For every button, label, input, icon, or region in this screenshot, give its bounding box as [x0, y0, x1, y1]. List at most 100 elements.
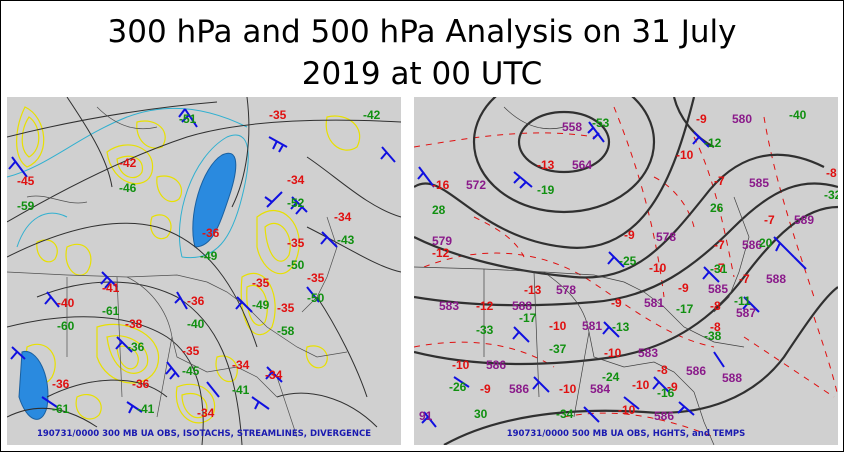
map-caption-500: 190731/0000 500 MB UA OBS, HGHTS, and TE… [506, 429, 746, 439]
map500-station-value: -16 [657, 386, 675, 400]
map500-station-value: -17 [676, 302, 694, 316]
map500-station-value: -37 [549, 342, 567, 356]
map500-station-value: 588 [766, 272, 786, 286]
map300-station-value: -41 [137, 402, 155, 416]
map500-station-value: -8 [826, 166, 837, 180]
map300-station-value: -34 [197, 406, 215, 420]
map500-station-value: -38 [704, 329, 722, 343]
map300-station-value: -49 [252, 298, 270, 312]
map300-station-value: -59 [17, 199, 35, 213]
map500-station-value: 578 [656, 230, 676, 244]
map-500-hpa: 558 -53 -9 580 -40 -12 -10 -13 564 -19 -16 572 -7 585… [414, 97, 838, 445]
map300-station-value: -61 [52, 402, 70, 416]
map300-station-value: -45 [182, 364, 200, 378]
map500-station-value: -13 [612, 320, 630, 334]
map500-station-value: 572 [466, 178, 486, 192]
map500-station-value: -53 [592, 116, 610, 130]
map300-station-value: -51 [179, 112, 197, 126]
title-line-2: 2019 at 00 UTC [301, 56, 543, 92]
map500-station-value: 20 [759, 236, 773, 250]
map500-station-value: 578 [556, 283, 576, 297]
station-labels-500: 558 -53 -9 580 -40 -12 -10 -13 564 -19 -16 572 -7 585… [419, 108, 838, 423]
map500-station-value: -11 [734, 294, 751, 308]
map300-station-value: -36 [187, 294, 205, 308]
map300-station-value: -45 [17, 174, 35, 188]
map500-station-value: 564 [572, 158, 592, 172]
isotach-contours [7, 107, 249, 259]
map500-station-value: -7 [714, 261, 725, 275]
isotach-jet-max [18, 152, 237, 420]
map300-station-value: -40 [57, 296, 75, 310]
isotherms [414, 106, 838, 438]
map500-station-value: -13 [524, 283, 542, 297]
map500-station-value: -7 [714, 174, 725, 188]
map500-station-value: -10 [559, 382, 577, 396]
map500-station-value: 586 [686, 364, 706, 378]
map500-station-value: -17 [519, 311, 537, 325]
map500-station-value: -34 [556, 407, 574, 421]
map500-station-value: -10 [632, 378, 650, 392]
map500-station-value: -32 [824, 188, 838, 202]
map500-station-value: 26 [710, 201, 724, 215]
map500-station-value: -26 [449, 380, 467, 394]
map500-station-value: -9 [624, 228, 635, 242]
map500-station-value: 585 [708, 282, 728, 296]
map500-station-value: 586 [742, 238, 762, 252]
map300-station-value: -36 [202, 226, 220, 240]
map500-station-value: 30 [474, 407, 488, 421]
map500-station-value: -25 [619, 254, 637, 268]
map300-station-value: -42 [363, 108, 381, 122]
map500-station-value: -8 [710, 320, 721, 334]
map-300-hpa-graphic: -51 -35 -42 -42 -46 -45 -59 -34 -52 -34 -36 -35 -43 -… [7, 97, 401, 445]
map500-station-value: 586 [486, 358, 506, 372]
map500-station-value: 589 [794, 213, 814, 227]
map300-station-value: -43 [337, 233, 355, 247]
map300-station-value: -52 [287, 196, 305, 210]
height-contours [414, 97, 838, 445]
map500-station-value: 91 [419, 409, 433, 423]
map300-station-value: -60 [57, 319, 75, 333]
map300-station-value: -35 [307, 271, 325, 285]
map300-station-value: -34 [334, 210, 352, 224]
map300-station-value: -41 [102, 281, 120, 295]
map500-station-value: -7 [714, 238, 725, 252]
map500-station-value: -9 [696, 112, 707, 126]
map500-station-value: -7 [764, 213, 775, 227]
map500-station-value: -7 [739, 272, 750, 286]
map500-station-value: -8 [657, 363, 668, 377]
map500-station-value: 588 [722, 371, 742, 385]
map500-station-value: -31 [710, 262, 728, 276]
map500-station-value: -12 [432, 246, 450, 260]
map500-station-value: 581 [644, 296, 664, 310]
map300-station-value: -49 [200, 249, 218, 263]
station-labels-300: -51 -35 -42 -42 -46 -45 -59 -34 -52 -34 -36 -35 -43 -… [17, 108, 381, 420]
map500-station-value: 586 [509, 382, 529, 396]
map500-station-value: 583 [439, 299, 459, 313]
map500-station-value: -13 [537, 158, 555, 172]
map500-station-value: 588 [512, 299, 532, 313]
slide-title: 300 hPa and 500 hPa Analysis on 31 July … [1, 11, 843, 95]
map300-station-value: -50 [287, 258, 305, 272]
streamlines [7, 97, 401, 445]
map300-station-value: -34 [232, 358, 250, 372]
map300-station-value: -35 [182, 344, 200, 358]
map500-station-value: -33 [476, 323, 494, 337]
divergence-contours [16, 106, 361, 424]
map500-station-value: 558 [562, 120, 582, 134]
map300-station-value: -46 [119, 181, 137, 195]
map300-station-value: -34 [265, 368, 283, 382]
map300-station-value: -36 [127, 340, 145, 354]
map500-station-value: -9 [667, 380, 678, 394]
map500-station-value: -9 [480, 382, 491, 396]
map300-station-value: -42 [119, 156, 137, 170]
map500-station-value: 587 [736, 306, 756, 320]
map500-station-value: 585 [749, 176, 769, 190]
map500-station-value: 580 [732, 112, 752, 126]
map500-station-value: -40 [789, 108, 807, 122]
map500-station-value: -24 [602, 370, 620, 384]
coastlines-borders [414, 106, 750, 445]
map300-station-value: -34 [287, 173, 305, 187]
map300-station-value: -35 [287, 236, 305, 250]
map300-station-value: -35 [252, 276, 270, 290]
